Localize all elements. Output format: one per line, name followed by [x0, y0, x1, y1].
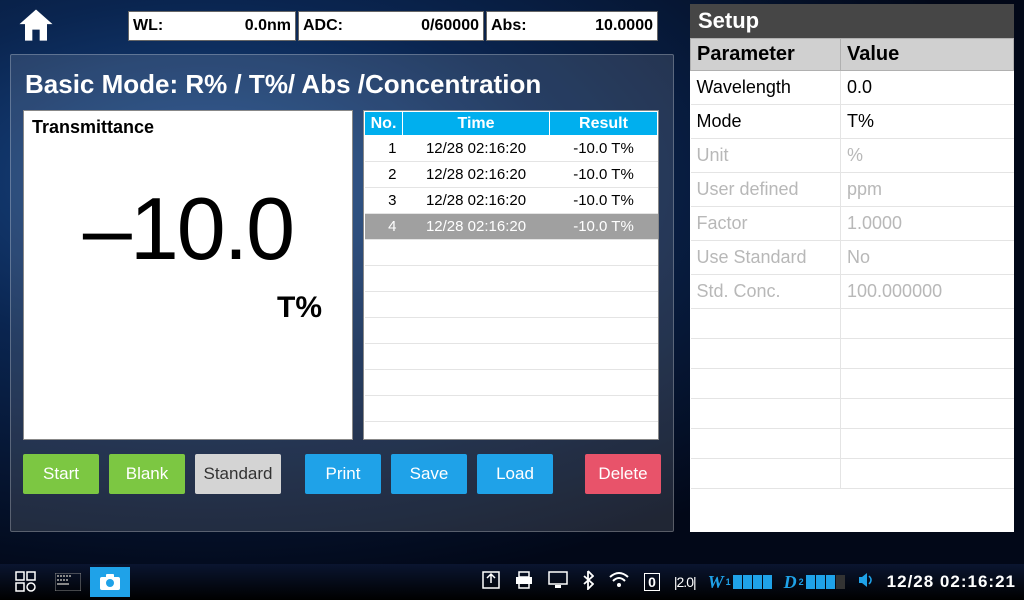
table-row[interactable]: 112/28 02:16:20-10.0 T% [365, 136, 658, 162]
adc-label: ADC: [303, 17, 343, 35]
adc-readout: ADC: 0/60000 [298, 11, 484, 41]
setup-row[interactable]: ModeT% [691, 105, 1014, 139]
col-result: Result [550, 112, 658, 136]
setup-row[interactable]: User definedppm [691, 173, 1014, 207]
printer-icon[interactable] [514, 571, 534, 594]
start-button[interactable]: Start [23, 454, 99, 494]
battery-w-indicator: W1 [708, 572, 772, 593]
task-bar: 0 |2.0| W1 D2 12/28 02:16:21 [0, 564, 1024, 600]
results-table[interactable]: No. Time Result 112/28 02:16:20-10.0 T%2… [363, 110, 659, 440]
table-row[interactable]: 412/28 02:16:20-10.0 T% [365, 214, 658, 240]
zero-icon[interactable]: 0 [644, 573, 660, 591]
setup-row[interactable]: Factor1.0000 [691, 207, 1014, 241]
setup-row[interactable]: Unit% [691, 139, 1014, 173]
table-row[interactable]: 312/28 02:16:20-10.0 T% [365, 188, 658, 214]
camera-icon[interactable] [90, 567, 130, 597]
wavelength-readout: WL: 0.0nm [128, 11, 296, 41]
setup-col-value: Value [841, 39, 1014, 71]
adc-value: 0/60000 [421, 17, 479, 35]
measurement-value: –10.0 [32, 178, 344, 280]
share-icon[interactable] [482, 571, 500, 594]
main-panel: Basic Mode: R% / T%/ Abs /Concentration … [10, 54, 674, 532]
abs-readout: Abs: 10.0000 [486, 11, 658, 41]
abs-label: Abs: [491, 17, 527, 35]
col-no: No. [365, 112, 403, 136]
setup-row[interactable]: Use StandardNo [691, 241, 1014, 275]
setup-row[interactable]: Std. Conc.100.000000 [691, 275, 1014, 309]
home-button[interactable] [14, 4, 58, 48]
load-button[interactable]: Load [477, 454, 553, 494]
save-button[interactable]: Save [391, 454, 467, 494]
standard-button[interactable]: Standard [195, 454, 281, 494]
bluetooth-icon[interactable] [582, 570, 594, 595]
setup-panel: Setup Parameter Value Wavelength0.0ModeT… [690, 4, 1014, 532]
speaker-icon[interactable] [857, 571, 875, 594]
firmware-label: |2.0| [674, 574, 696, 590]
keyboard-icon[interactable] [48, 567, 88, 597]
col-time: Time [403, 112, 550, 136]
setup-row[interactable]: Wavelength0.0 [691, 71, 1014, 105]
battery-d-indicator: D2 [784, 572, 845, 593]
wl-label: WL: [133, 17, 163, 35]
wl-value: 0.0nm [245, 17, 291, 35]
table-row[interactable]: 212/28 02:16:20-10.0 T% [365, 162, 658, 188]
display-mode-label: Transmittance [32, 117, 344, 138]
wifi-icon[interactable] [608, 571, 630, 594]
setup-col-parameter: Parameter [691, 39, 841, 71]
setup-title: Setup [690, 4, 1014, 38]
abs-value: 10.0000 [595, 17, 653, 35]
print-button[interactable]: Print [305, 454, 381, 494]
monitor-icon[interactable] [548, 571, 568, 594]
apps-icon[interactable] [6, 567, 46, 597]
measurement-unit: T% [277, 291, 322, 325]
datetime-label: 12/28 02:16:21 [887, 572, 1016, 592]
measurement-display: Transmittance –10.0 T% [23, 110, 353, 440]
delete-button[interactable]: Delete [585, 454, 661, 494]
mode-title: Basic Mode: R% / T%/ Abs /Concentration [25, 69, 661, 100]
blank-button[interactable]: Blank [109, 454, 185, 494]
